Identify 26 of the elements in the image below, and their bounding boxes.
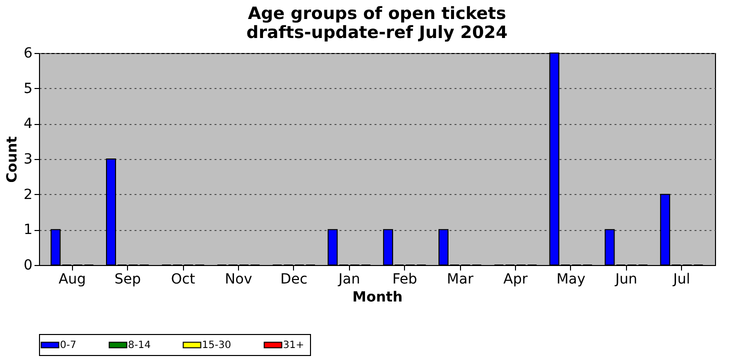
legend-label: 0-7 (60, 340, 76, 351)
x-tick-label: Jan (338, 272, 360, 288)
y-tick-label: 3 (24, 152, 32, 168)
x-tick-label: May (556, 272, 586, 288)
legend-label: 8-14 (128, 340, 151, 351)
x-tick-label: Dec (280, 272, 308, 288)
x-tick-label: Jun (614, 272, 638, 288)
y-tick-label: 2 (24, 186, 32, 203)
x-tick-label: Apr (503, 272, 528, 288)
chart-title: Age groups of open tickets drafts-update-ref July 2024 (246, 4, 508, 43)
legend-label: 15-30 (202, 340, 232, 351)
x-tick-label: Aug (58, 272, 86, 288)
y-tick-label: 1 (24, 222, 32, 238)
x-tick-label: Sep (114, 272, 141, 288)
y-tick-label: 6 (24, 46, 33, 62)
x-tick-label: Jul (672, 272, 690, 288)
legend-label: 31+ (283, 340, 304, 351)
x-tick-label: Oct (170, 272, 196, 288)
y-tick-label: 5 (24, 80, 32, 97)
y-axis-title: Count (4, 136, 21, 183)
x-tick-label: Feb (392, 272, 418, 288)
x-tick-label: Nov (224, 272, 252, 288)
x-tick-label: Mar (446, 272, 474, 288)
y-tick-label: 4 (24, 116, 33, 132)
x-axis-title: Month (352, 290, 403, 306)
y-tick-label: 0 (24, 258, 32, 274)
